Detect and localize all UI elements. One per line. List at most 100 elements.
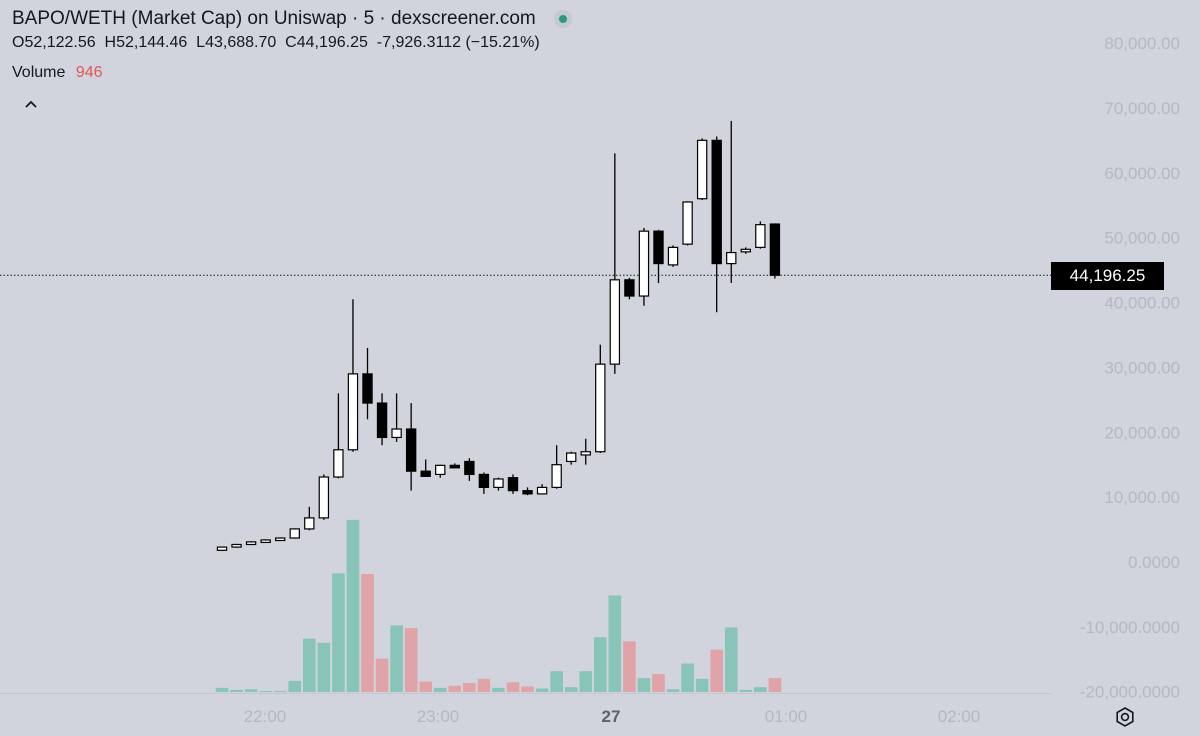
volume-bar xyxy=(259,691,272,692)
candle-body xyxy=(580,451,591,456)
candle-body xyxy=(333,449,344,478)
candle-body xyxy=(609,279,621,365)
price-axis-label: 30,000.00 xyxy=(1104,358,1180,377)
open-label: O xyxy=(12,34,25,51)
candle-body xyxy=(347,373,359,451)
candle-body xyxy=(565,452,577,463)
volume-bar xyxy=(695,678,709,692)
volume-bar xyxy=(477,678,491,692)
volume-bar xyxy=(332,573,345,692)
last-price-tag: 44,196.25 xyxy=(1051,262,1164,290)
gear-icon[interactable] xyxy=(1114,706,1136,728)
volume-bar xyxy=(754,687,767,692)
candle-body xyxy=(260,539,271,544)
volume-bar xyxy=(448,685,462,692)
time-axis-label: 23:00 xyxy=(417,707,460,726)
candle-body xyxy=(318,476,330,519)
candle-body xyxy=(304,517,315,530)
volume-bar xyxy=(637,678,651,692)
candle-body xyxy=(638,230,650,297)
price-axis-label: 40,000.00 xyxy=(1104,294,1180,313)
volume-bar xyxy=(433,687,447,692)
volume-bar xyxy=(666,689,680,692)
candle-body xyxy=(376,402,388,439)
candle-body xyxy=(493,478,504,488)
legend-title-row: BAPO/WETH (Market Cap) on Uniswap · 5 · … xyxy=(12,6,572,32)
volume-bar xyxy=(288,680,302,692)
price-axis-label: 50,000.00 xyxy=(1104,229,1180,248)
candle-body xyxy=(624,279,635,297)
candle-body xyxy=(595,363,606,453)
price-axis-label: 80,000.00 xyxy=(1104,34,1180,53)
volume-bar xyxy=(492,687,505,692)
volume-bar xyxy=(230,689,243,692)
low-value: 43,688.70 xyxy=(205,34,277,51)
volume-bar xyxy=(652,673,665,692)
candle-body xyxy=(522,490,533,495)
candle-body xyxy=(231,543,242,548)
change-value: -7,926.3112 (−15.21%) xyxy=(376,34,540,51)
volume-bar xyxy=(404,628,418,692)
candle-body xyxy=(682,201,693,245)
volume-bar xyxy=(317,642,331,692)
price-axis-label: 60,000.00 xyxy=(1104,164,1180,183)
low-label: L xyxy=(196,34,206,51)
volume-bar xyxy=(215,687,229,692)
volume-bar xyxy=(390,625,403,692)
chart-legend: BAPO/WETH (Market Cap) on Uniswap · 5 · … xyxy=(12,6,572,86)
candle-body xyxy=(536,486,548,495)
volume-bar xyxy=(608,595,622,692)
volume-label: Volume xyxy=(12,64,66,81)
volume-bar xyxy=(521,686,534,692)
volume-bar xyxy=(273,691,287,692)
volume-bar xyxy=(346,519,360,692)
candle-body xyxy=(696,139,708,200)
candle-body xyxy=(245,541,257,546)
candle-body xyxy=(711,139,722,265)
candle-body xyxy=(420,470,431,477)
price-axis-label: 10,000.00 xyxy=(1104,488,1180,507)
time-axis-label: 22:00 xyxy=(244,707,287,726)
price-axis-label: 20,000.00 xyxy=(1104,423,1180,442)
price-axis-label: 70,000.00 xyxy=(1104,99,1180,118)
candle-body xyxy=(435,464,446,476)
volume-bar xyxy=(739,689,753,692)
candle-body xyxy=(405,428,417,472)
volume-bar xyxy=(303,638,316,692)
volume-bar xyxy=(623,641,636,692)
candle-body xyxy=(740,248,752,253)
volume-bar xyxy=(579,671,593,692)
candle-body xyxy=(449,464,461,469)
close-label: C xyxy=(285,34,297,51)
status-dot-icon xyxy=(553,10,572,28)
volume-bar xyxy=(594,637,607,692)
volume-bar xyxy=(244,689,258,692)
volume-bar xyxy=(681,663,694,692)
price-axis-label: 0.0000 xyxy=(1128,553,1180,572)
candle-body xyxy=(726,251,737,265)
volume-bar xyxy=(419,681,432,692)
time-axis-label: 01:00 xyxy=(765,707,808,726)
candle-body xyxy=(551,464,562,488)
candle-body xyxy=(391,428,402,439)
open-value: 52,122.56 xyxy=(24,34,96,51)
candle-body xyxy=(275,537,286,542)
candle-body xyxy=(769,223,781,276)
volume-value: 946 xyxy=(75,64,103,81)
candle-body xyxy=(653,230,664,265)
volume-bar xyxy=(506,682,520,692)
candle-body xyxy=(289,528,300,539)
volume-bar xyxy=(710,649,723,692)
chart-title: BAPO/WETH (Market Cap) on Uniswap · 5 · … xyxy=(12,8,536,29)
chevron-up-icon[interactable] xyxy=(22,96,40,112)
volume-bar xyxy=(463,682,476,692)
volume-bar xyxy=(724,627,738,692)
volume-row: Volume 946 xyxy=(12,64,572,86)
candle-body xyxy=(507,477,519,492)
candle-body xyxy=(464,460,475,476)
high-label: H xyxy=(104,34,117,51)
candle-body xyxy=(667,246,679,266)
time-axis-label: 02:00 xyxy=(938,707,981,726)
volume-bar xyxy=(361,574,374,692)
